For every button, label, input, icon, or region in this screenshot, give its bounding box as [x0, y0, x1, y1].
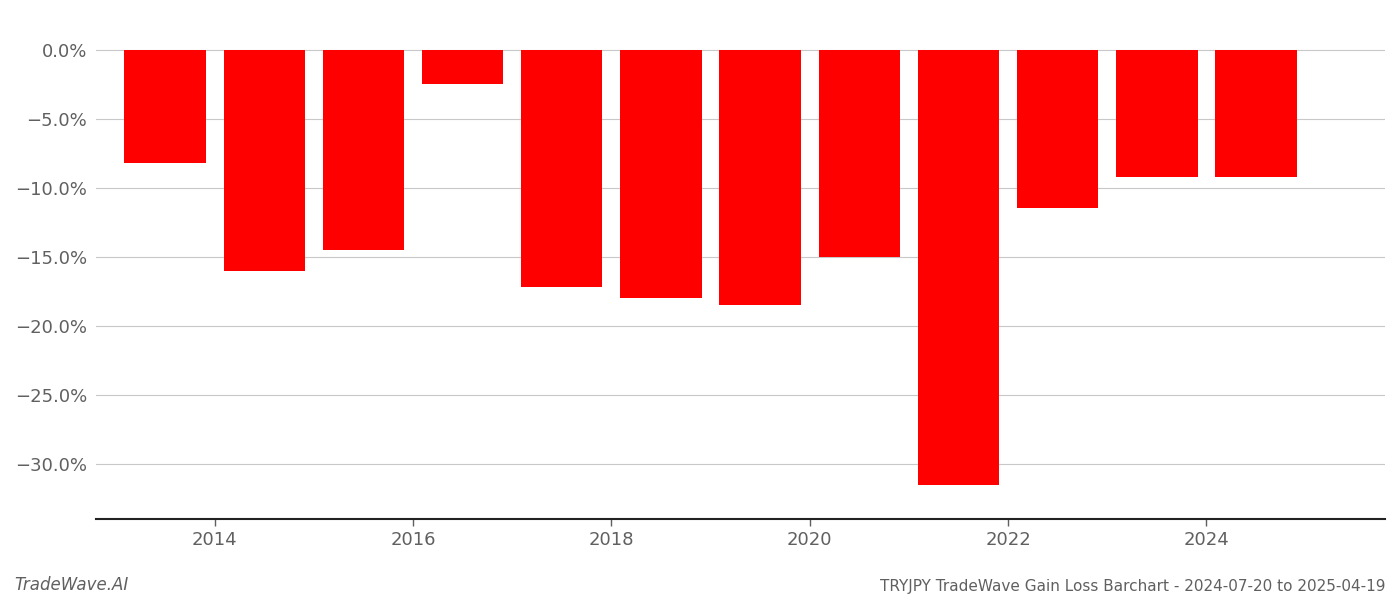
Bar [720, 50, 801, 305]
Bar [421, 50, 503, 84]
Bar [918, 50, 1000, 485]
Bar [1116, 50, 1197, 176]
Bar [521, 50, 602, 287]
Bar [819, 50, 900, 257]
Bar [125, 50, 206, 163]
Bar [620, 50, 701, 298]
Bar [224, 50, 305, 271]
Bar [1215, 50, 1296, 176]
Text: TRYJPY TradeWave Gain Loss Barchart - 2024-07-20 to 2025-04-19: TRYJPY TradeWave Gain Loss Barchart - 20… [881, 579, 1386, 594]
Bar [1016, 50, 1099, 208]
Text: TradeWave.AI: TradeWave.AI [14, 576, 129, 594]
Bar [323, 50, 405, 250]
